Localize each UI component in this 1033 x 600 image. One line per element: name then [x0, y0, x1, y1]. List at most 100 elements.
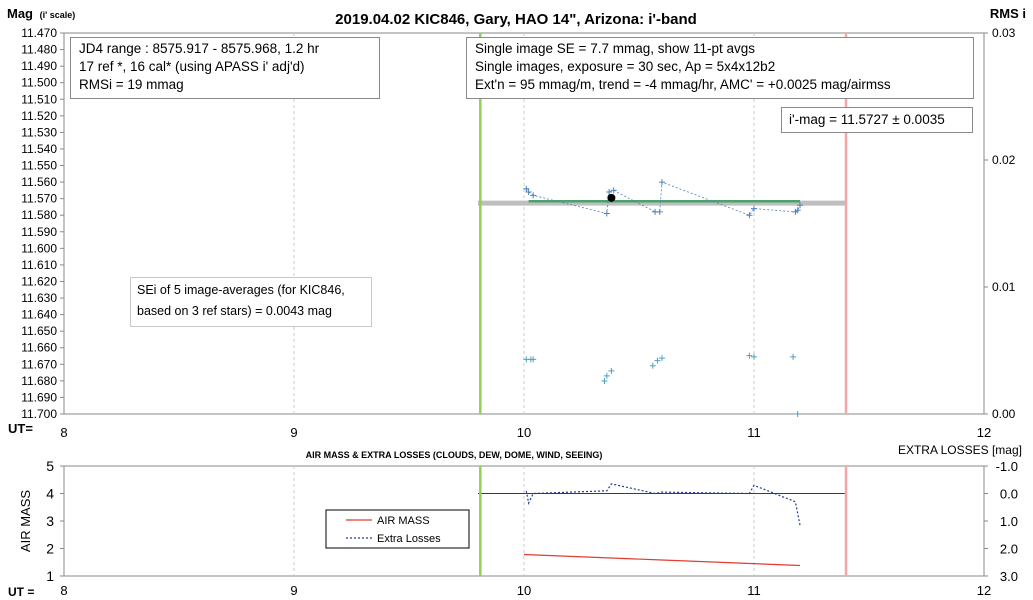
extra-losses-line	[525, 483, 801, 526]
y2-tick-label: 2.0	[1000, 542, 1018, 557]
rms-point	[790, 353, 797, 360]
y-tick-label: 11.520	[21, 109, 57, 123]
y2-tick-label: 0.02	[992, 153, 1016, 167]
y-tick-label: 11.490	[21, 59, 57, 73]
magnitude-point	[603, 210, 610, 217]
airmass-ut-axis-label: UT =	[8, 585, 34, 599]
y-tick-label: 11.510	[21, 92, 57, 106]
airmass-y-ticks: 5 4 3 2 1	[46, 458, 64, 584]
y-tick-label: 11.590	[21, 225, 57, 239]
magnitude-point	[523, 185, 530, 192]
mag-result-box: i'-mag = 11.5727 ± 0.0035	[781, 107, 973, 133]
airmass-axis-label: AIR MASS	[18, 490, 33, 552]
legend-box	[325, 509, 470, 549]
y-tick-label: 4	[46, 486, 54, 502]
y-tick-label: 11.610	[21, 258, 57, 272]
extra-losses-axis-label: EXTRA LOSSES [mag]	[898, 443, 1022, 457]
rms-point	[530, 356, 537, 363]
y-tick-label: 1	[46, 568, 54, 584]
ut-x-ticks: 8 9 10 11 12	[60, 425, 991, 440]
magnitude-point	[525, 189, 532, 196]
magnitude-point	[656, 208, 663, 215]
x-tick-label: 8	[60, 583, 67, 598]
airmass-marks	[523, 483, 801, 567]
magnitude-marks	[523, 179, 803, 417]
rms-point	[603, 372, 610, 379]
y-tick-label: 11.620	[21, 274, 57, 288]
rms-y-ticks: 0.03 0.02 0.01 0.00	[984, 26, 1016, 421]
rms-point	[751, 353, 757, 360]
sei-text-line1: SEi of 5 image-averages (for KIC846,	[137, 283, 345, 297]
y2-tick-label: 1.0	[1000, 514, 1018, 529]
y2-tick-label: 0.01	[992, 280, 1016, 294]
mean-point	[607, 193, 616, 202]
y2-tick-label: 0.00	[992, 407, 1016, 421]
rms-point	[746, 352, 753, 359]
chart-title: 2019.04.02 KIC846, Gary, HAO 14", Arizon…	[335, 11, 697, 28]
jd-range-box: JD4 range : 8575.917 - 8575.968, 1.2 hr …	[70, 37, 380, 99]
y-tick-label: 11.500	[21, 76, 57, 90]
ut-axis-label: UT=	[8, 421, 33, 436]
rms-axis-label: RMS i	[990, 6, 1026, 21]
rms-point	[608, 367, 615, 374]
y-tick-label: 11.600	[21, 241, 57, 255]
rms-point	[649, 362, 656, 369]
rms-point	[794, 411, 801, 417]
magnitude-point	[606, 189, 613, 196]
x-tick-label: 12	[977, 583, 991, 598]
y-tick-label: 5	[46, 458, 54, 474]
rms-point	[654, 357, 661, 364]
y2-tick-label: 0.03	[992, 26, 1016, 40]
ref-stars-text: 17 ref *, 16 cal* (using APASS i' adj'd)	[79, 59, 305, 74]
y-tick-label: 11.680	[21, 374, 57, 388]
x-tick-label: 12	[977, 425, 991, 440]
y-tick-label: 11.540	[21, 142, 57, 156]
legend-airmass-label: AIR MASS	[377, 515, 430, 527]
magnitude-point	[530, 192, 537, 199]
x-tick-label: 10	[517, 583, 531, 598]
y-tick-label: 2	[46, 541, 54, 557]
x-tick-label: 11	[747, 425, 761, 440]
airmass-x-ticks: 8 9 10 11 12	[60, 583, 991, 598]
y-tick-label: 11.670	[21, 357, 57, 371]
y-tick-label: 11.550	[21, 159, 57, 173]
x-tick-label: 8	[60, 425, 67, 440]
magnitude-axis-label: Mag	[7, 6, 33, 21]
image-stats-box: Single image SE = 7.7 mmag, show 11-pt a…	[466, 37, 974, 99]
magnitude-point	[794, 207, 801, 214]
y-tick-label: 11.560	[21, 175, 57, 189]
airmass-chart: 5 4 3 2 1 -1.0 0.0 1.0 2.0 3.0 8 9 10 11 12 AIR MASS…	[8, 443, 1022, 599]
rmsi-text: RMSi = 19 mmag	[79, 77, 184, 92]
svg-text:Mag (i' scale): Mag (i' scale)	[7, 6, 75, 21]
y-tick-label: 11.660	[21, 341, 57, 355]
magnitude-axis-sublabel: (i' scale)	[40, 10, 76, 20]
magnitude-point	[797, 202, 803, 209]
x-tick-label: 10	[517, 425, 531, 440]
y-tick-label: 11.470	[21, 26, 57, 40]
magnitude-point	[659, 179, 665, 186]
x-tick-label: 11	[747, 583, 761, 598]
airmass-grid	[293, 466, 755, 576]
y-tick-label: 11.530	[21, 125, 57, 139]
airmass-legend: AIR MASS Extra Losses	[325, 509, 470, 549]
y2-tick-label: 0.0	[1000, 487, 1018, 502]
y2-tick-label: 3.0	[1000, 569, 1018, 584]
rms-point	[659, 355, 665, 362]
airmass-chart-title: AIR MASS & EXTRA LOSSES (CLOUDS, DEW, DO…	[306, 450, 603, 460]
y-tick-label: 3	[46, 513, 54, 529]
y-tick-label: 11.700	[21, 407, 57, 421]
extinction-text: Ext'n = 95 mmag/m, trend = -4 mmag/hr, A…	[475, 77, 891, 92]
y-tick-label: 11.480	[21, 43, 57, 57]
y2-tick-label: -1.0	[996, 459, 1018, 474]
jd-range-text: JD4 range : 8575.917 - 8575.968, 1.2 hr	[79, 41, 320, 56]
x-tick-label: 9	[290, 583, 297, 598]
y-tick-label: 11.580	[21, 208, 57, 222]
rms-point	[601, 377, 608, 384]
single-image-se-text: Single image SE = 7.7 mmag, show 11-pt a…	[475, 41, 756, 56]
y-tick-label: 11.570	[21, 192, 57, 206]
magnitude-point	[610, 187, 617, 194]
x-tick-label: 9	[290, 425, 297, 440]
magnitude-point	[746, 212, 753, 219]
legend-extra-losses-label: Extra Losses	[377, 533, 441, 545]
airmass-line	[523, 553, 801, 567]
